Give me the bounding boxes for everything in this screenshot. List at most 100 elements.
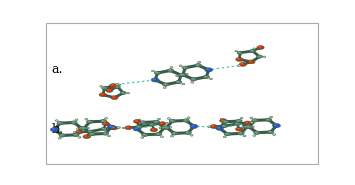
Circle shape [222,125,225,126]
Circle shape [60,134,63,136]
Circle shape [180,65,181,66]
Circle shape [265,118,272,121]
Circle shape [167,69,174,72]
Circle shape [255,132,257,133]
Circle shape [237,51,243,54]
Circle shape [88,136,91,138]
Circle shape [244,125,250,129]
Circle shape [135,127,137,129]
Circle shape [263,56,266,58]
Circle shape [236,127,243,131]
Circle shape [152,70,153,71]
Circle shape [136,125,142,128]
Circle shape [102,132,109,135]
Circle shape [270,116,273,118]
Circle shape [180,73,186,76]
Circle shape [86,127,89,129]
Circle shape [253,48,255,49]
Circle shape [87,130,93,133]
Circle shape [168,118,169,119]
Circle shape [274,124,277,126]
Circle shape [103,87,105,88]
Circle shape [171,67,172,68]
Circle shape [253,48,256,49]
Circle shape [165,122,168,124]
Circle shape [152,70,154,72]
Circle shape [169,120,176,123]
Circle shape [110,84,117,88]
Circle shape [182,83,185,85]
Circle shape [222,120,229,123]
Circle shape [239,132,241,134]
Circle shape [237,65,241,66]
Circle shape [176,75,178,76]
Circle shape [140,121,146,124]
Circle shape [55,120,58,121]
Circle shape [270,116,271,117]
Circle shape [117,127,120,128]
Circle shape [72,121,75,123]
Circle shape [118,84,121,85]
Circle shape [237,128,240,129]
Circle shape [73,133,79,137]
Circle shape [170,135,173,137]
Circle shape [76,130,83,134]
Circle shape [107,89,110,91]
Circle shape [190,78,197,81]
Circle shape [221,125,227,128]
Circle shape [76,128,80,129]
Circle shape [168,118,170,119]
Circle shape [159,122,166,125]
Circle shape [102,120,104,121]
Circle shape [245,126,247,127]
Circle shape [252,119,258,122]
Circle shape [153,78,156,80]
Circle shape [191,125,195,127]
Circle shape [141,137,142,138]
Circle shape [142,133,148,136]
Circle shape [153,120,160,124]
Circle shape [74,134,76,135]
Circle shape [225,133,228,134]
Circle shape [108,125,115,129]
Circle shape [184,119,186,121]
Circle shape [133,127,141,131]
Circle shape [168,69,171,71]
Circle shape [238,52,240,53]
Circle shape [100,120,107,123]
Circle shape [164,83,166,85]
Circle shape [236,58,243,61]
Circle shape [159,127,161,128]
Circle shape [112,96,115,98]
Circle shape [163,87,166,88]
Circle shape [208,126,211,127]
Circle shape [88,136,89,137]
Circle shape [138,119,141,121]
Circle shape [247,126,250,127]
Circle shape [154,71,161,75]
Circle shape [185,131,191,134]
Circle shape [264,56,265,57]
Circle shape [205,68,213,72]
Circle shape [210,125,217,128]
Circle shape [110,126,118,130]
Text: b.: b. [51,122,63,136]
Circle shape [241,126,245,128]
Circle shape [246,125,252,129]
Circle shape [133,120,141,123]
Circle shape [83,135,90,139]
Circle shape [77,128,78,129]
Circle shape [248,60,255,64]
Circle shape [141,121,143,123]
Circle shape [251,50,253,51]
Circle shape [119,84,120,85]
Circle shape [251,122,253,123]
Circle shape [267,119,269,120]
Circle shape [176,75,179,77]
Circle shape [235,51,237,52]
Circle shape [102,122,109,125]
Circle shape [253,135,256,136]
Circle shape [151,78,159,82]
Circle shape [250,117,252,118]
Circle shape [155,132,162,136]
